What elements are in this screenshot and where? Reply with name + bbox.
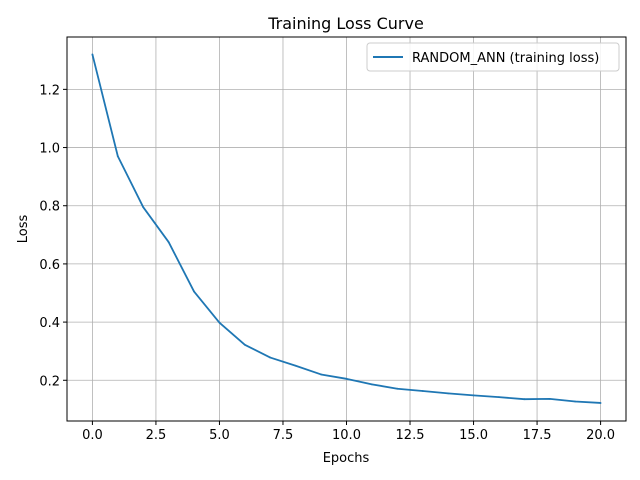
data-point	[472, 394, 475, 397]
x-tick-label: 10.0	[332, 428, 361, 443]
x-tick-label: 0.0	[82, 428, 103, 443]
data-point	[193, 290, 195, 293]
legend-box	[366, 42, 620, 72]
data-point	[447, 392, 450, 395]
data-point	[243, 343, 246, 346]
x-tick-label: 20.0	[586, 428, 615, 443]
y-tick-label: 0.6	[39, 258, 60, 273]
y-tick-label: 1.2	[39, 83, 60, 98]
data-point	[498, 396, 500, 399]
x-tick-label: 7.5	[273, 428, 294, 443]
grid-layer	[67, 37, 626, 421]
y-tick-label: 0.2	[39, 374, 60, 389]
x-tick-label: 15.0	[459, 428, 488, 443]
series-layer	[91, 53, 602, 404]
x-axis-title: Epochs	[323, 451, 370, 466]
data-point	[548, 397, 551, 400]
x-tick-label: 17.5	[523, 428, 552, 443]
y-tick-label: 1.0	[39, 142, 60, 157]
data-point	[116, 155, 119, 158]
data-point	[269, 356, 272, 359]
y-tick-label: 0.8	[39, 200, 60, 215]
data-point	[574, 400, 577, 403]
data-point	[142, 206, 145, 209]
x-tick-label: 5.0	[209, 428, 230, 443]
y-tick-label: 0.4	[39, 316, 60, 331]
x-tick-label: 12.5	[396, 428, 425, 443]
data-point	[167, 241, 170, 243]
y-axis-ticks: 0.2 0.4 0.6 0.8 1.0 1.2	[39, 83, 67, 389]
data-point	[599, 402, 602, 404]
data-point	[523, 398, 526, 401]
legend: RANDOM_ANN (training loss)	[366, 42, 620, 72]
x-axis-ticks: 0.0 2.5 5.0 7.5 10.0 12.5 15.0 17.5 20.0	[82, 421, 615, 443]
data-point	[91, 53, 94, 56]
x-tick-label: 2.5	[146, 428, 167, 443]
chart-title: Training Loss Curve	[267, 14, 424, 33]
y-axis-title: Loss	[16, 215, 31, 244]
data-point	[320, 373, 322, 376]
data-point	[294, 364, 297, 367]
data-point	[218, 321, 221, 324]
data-point	[345, 377, 348, 380]
data-point	[396, 387, 399, 390]
data-point	[371, 383, 373, 386]
legend-label: RANDOM_ANN (training loss)	[412, 51, 599, 66]
data-point	[421, 390, 424, 392]
